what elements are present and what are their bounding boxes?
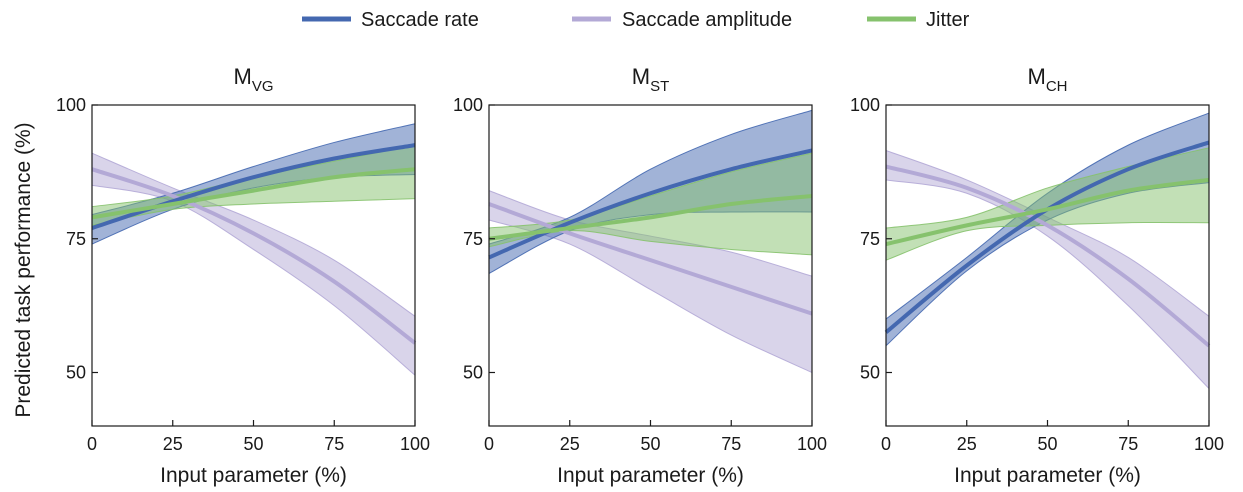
series-line-jitter: [885, 177, 1210, 247]
x-tick-label: 0: [881, 434, 891, 454]
plot-area: [884, 112, 1211, 390]
x-tick-label: 50: [1037, 434, 1057, 454]
panel-ch: 0 25 50 75 100 50 75 100 Input parameter (%) MCH: [850, 64, 1224, 487]
series-line-jitter: [488, 193, 813, 241]
panel-title: MVG: [233, 64, 273, 95]
series-line-jitter: [91, 167, 416, 220]
legend-label-amp: Saccade amplitude: [622, 9, 792, 31]
y-tick-label: 75: [463, 229, 483, 249]
panel-vg: 0 25 50 75 100 50 75 100 Input parameter (%) MVG: [56, 64, 430, 487]
series-line-amp: [91, 167, 417, 345]
x-tick-label: 50: [243, 434, 263, 454]
x-tick-label: 100: [1194, 434, 1224, 454]
x-tick-label: 75: [324, 434, 344, 454]
y-tick-label: 50: [860, 363, 880, 383]
x-axis-label: Input parameter (%): [954, 464, 1141, 487]
x-tick-label: 25: [163, 434, 183, 454]
x-tick-label: 50: [640, 434, 660, 454]
x-tick-label: 0: [484, 434, 494, 454]
series-line-amp: [488, 202, 813, 316]
x-tick-label: 75: [1118, 434, 1138, 454]
series-line-rate: [488, 148, 813, 260]
x-tick-label: 25: [560, 434, 580, 454]
y-axis-label: Predicted task performance (%): [12, 122, 35, 417]
y-tick-label: 100: [56, 95, 86, 115]
series-line-amp: [885, 164, 1211, 348]
y-tick-label: 100: [850, 95, 880, 115]
x-axis-label: Input parameter (%): [557, 464, 744, 487]
y-tick-label: 50: [463, 363, 483, 383]
x-tick-label: 25: [957, 434, 977, 454]
y-tick-label: 75: [66, 229, 86, 249]
x-tick-label: 0: [87, 434, 97, 454]
legend: Saccade rate Saccade amplitude Jitter: [302, 9, 970, 31]
plot-area: [488, 109, 813, 374]
x-axis-label: Input parameter (%): [160, 464, 347, 487]
panel-st: 0 25 50 75 100 50 75 100 Input parameter (%) MST: [453, 64, 827, 487]
x-tick-label: 100: [797, 434, 827, 454]
y-tick-label: 75: [860, 229, 880, 249]
legend-label-jitter: Jitter: [926, 9, 970, 31]
x-tick-label: 100: [400, 434, 430, 454]
legend-label-rate: Saccade rate: [361, 9, 479, 31]
panel-title: MCH: [1028, 64, 1068, 95]
y-tick-label: 50: [66, 363, 86, 383]
y-tick-label: 100: [453, 95, 483, 115]
panel-title: MST: [632, 64, 670, 95]
plot-area: [91, 123, 417, 377]
x-tick-label: 75: [721, 434, 741, 454]
confidence-band-jitter: [885, 147, 1210, 261]
